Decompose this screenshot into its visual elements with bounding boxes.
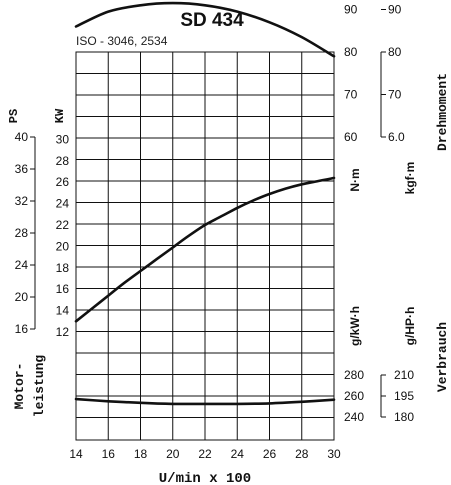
kgfm-tick-label: 80 xyxy=(388,45,402,59)
ghph-tick-label: 210 xyxy=(394,368,414,382)
x-tick-label: 24 xyxy=(231,447,245,461)
ps-axis xyxy=(30,136,36,330)
kgfm-unit-label: kgf·m xyxy=(403,162,417,195)
ps-tick-labels: 16 20 24 28 32 36 40 xyxy=(15,130,29,336)
gkwh-tick-label: 260 xyxy=(344,389,364,403)
nm-unit-label: N·m xyxy=(348,168,362,191)
kw-tick-labels: 12 14 16 18 20 22 24 26 28 30 xyxy=(56,132,70,339)
series-line-nm xyxy=(74,1,336,58)
x-axis-label: U/min x 100 xyxy=(159,471,251,485)
ghph-tick-label: 180 xyxy=(394,410,414,424)
ghph-tick-labels: 180 195 210 xyxy=(394,368,414,424)
kw-tick-label: 30 xyxy=(56,132,70,146)
gkwh-tick-label: 280 xyxy=(344,368,364,382)
kw-tick-label: 12 xyxy=(56,325,70,339)
nm-tick-label: 70 xyxy=(344,88,358,102)
verbrauch-label: Verbrauch xyxy=(435,322,450,392)
kw-tick-label: 22 xyxy=(56,218,70,232)
x-tick-label: 20 xyxy=(166,447,180,461)
ghph-tick-label: 195 xyxy=(394,389,414,403)
ps-tick-label: 28 xyxy=(15,226,29,240)
series-line-gkwh xyxy=(74,397,336,406)
ps-tick-label: 36 xyxy=(15,162,29,176)
ps-tick-label: 16 xyxy=(15,322,29,336)
gkwh-unit-label: g/kW·h xyxy=(348,306,362,346)
chart-title: SD 434 xyxy=(180,10,244,31)
kgfm-axis xyxy=(380,9,386,138)
kw-tick-label: 16 xyxy=(56,282,70,296)
nm-tick-label: 90 xyxy=(344,3,358,17)
kgfm-tick-label: 70 xyxy=(388,88,402,102)
kw-unit-label: KW xyxy=(53,108,67,123)
gkwh-tick-labels: 240 260 280 xyxy=(344,368,364,424)
x-tick-label: 30 xyxy=(327,447,341,461)
drehmoment-label: Drehmoment xyxy=(435,73,450,151)
ps-unit-label: PS xyxy=(7,109,21,123)
ghph-axis xyxy=(380,374,386,418)
x-tick-label: 16 xyxy=(102,447,116,461)
nm-tick-label: 60 xyxy=(344,130,358,144)
x-tick-label: 14 xyxy=(69,447,83,461)
ghph-unit-label: g/HP·h xyxy=(403,307,417,346)
ps-tick-label: 32 xyxy=(15,194,29,208)
ps-tick-label: 40 xyxy=(15,130,29,144)
motor-leistung-label-2: leistung xyxy=(32,355,47,418)
gkwh-tick-label: 240 xyxy=(344,410,364,424)
nm-tick-labels: 60708090100 xyxy=(344,3,358,145)
ps-tick-label: 24 xyxy=(15,258,29,272)
grid-lines xyxy=(76,52,334,440)
kw-tick-label: 14 xyxy=(56,304,70,318)
x-tick-label: 28 xyxy=(295,447,309,461)
x-tick-labels: 14 16 18 20 22 24 26 28 30 xyxy=(69,447,341,461)
series-line-kw xyxy=(74,176,336,323)
x-tick-label: 26 xyxy=(263,447,277,461)
motor-leistung-label-1: Motor- xyxy=(12,363,27,410)
chart-subtitle: ISO - 3046, 2534 xyxy=(76,34,168,48)
kgfm-tick-label: 90 xyxy=(388,3,402,17)
kw-tick-label: 20 xyxy=(56,239,70,253)
kw-tick-label: 28 xyxy=(56,154,70,168)
kw-tick-label: 18 xyxy=(56,261,70,275)
kw-tick-label: 26 xyxy=(56,175,70,189)
nm-tick-label: 80 xyxy=(344,45,358,59)
kgfm-tick-label: 6.0 xyxy=(388,130,405,144)
x-tick-label: 18 xyxy=(134,447,148,461)
kgfm-tick-labels: 6.0708090100 xyxy=(388,3,405,145)
series-layer xyxy=(74,1,336,406)
x-tick-label: 22 xyxy=(198,447,212,461)
kw-tick-label: 24 xyxy=(56,197,70,211)
ps-tick-label: 20 xyxy=(15,290,29,304)
